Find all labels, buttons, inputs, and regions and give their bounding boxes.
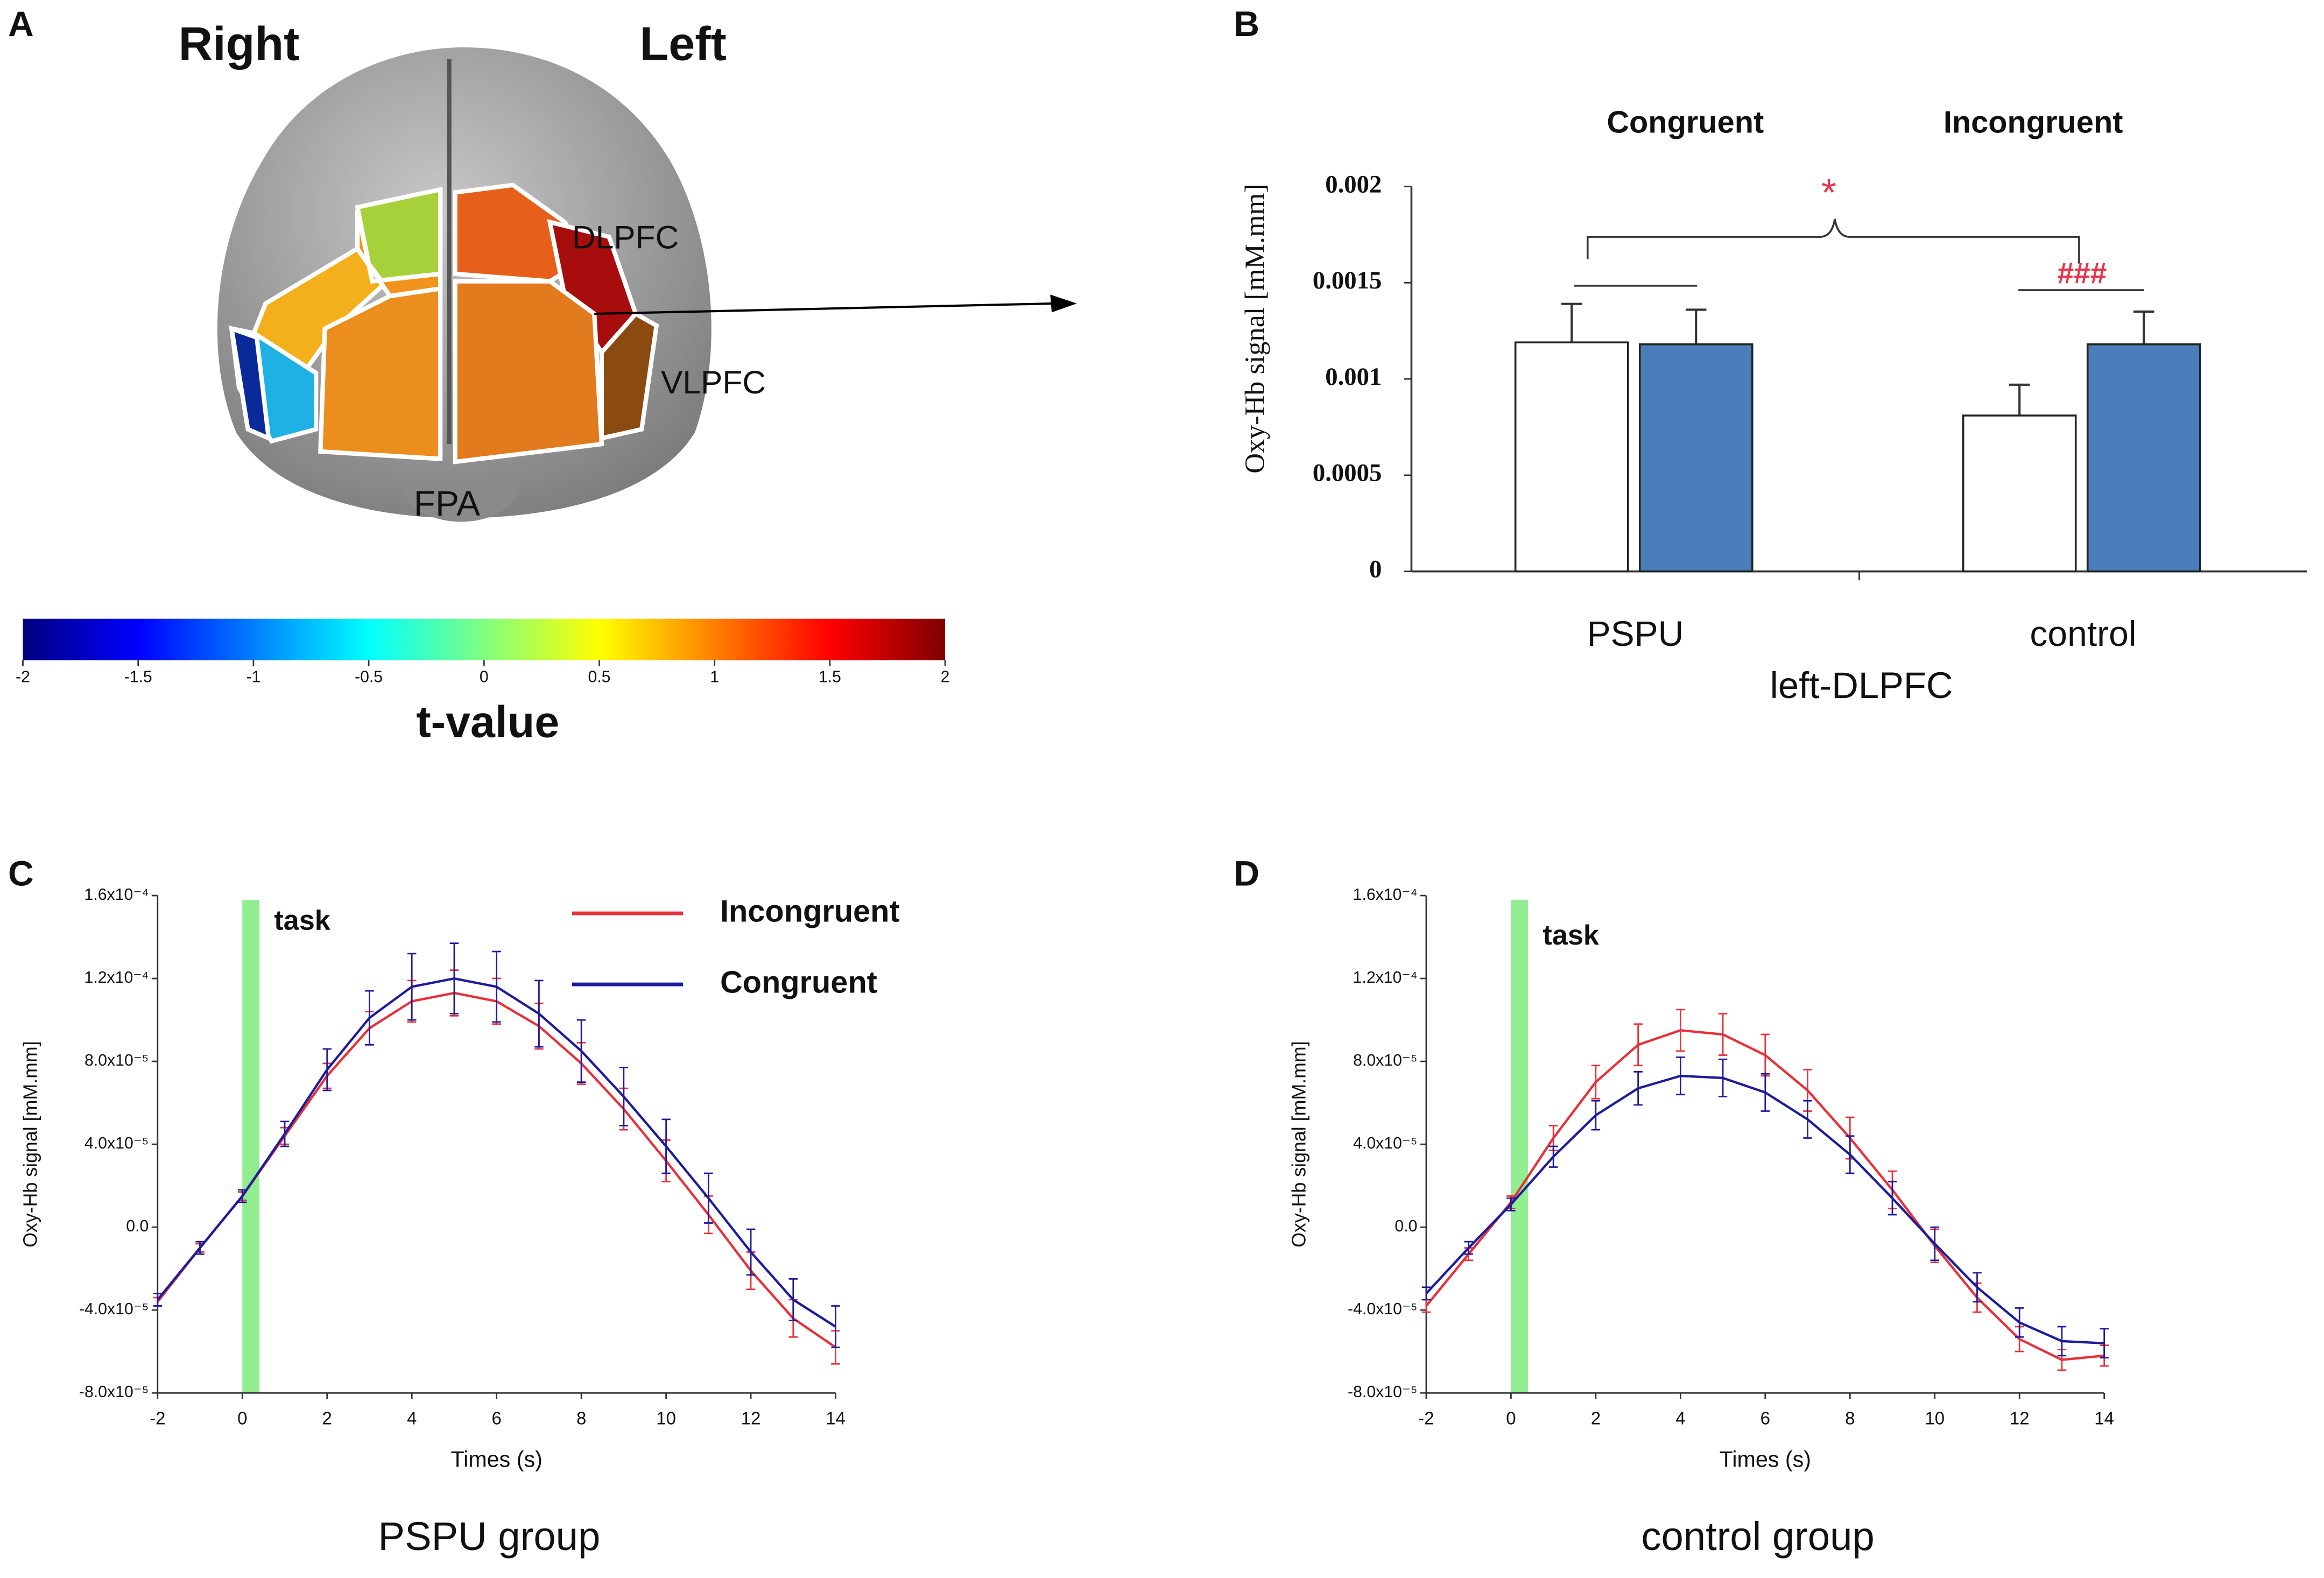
- bar: [1514, 341, 1629, 573]
- colorbar-tick-label: 1: [710, 668, 719, 686]
- y-tick-label: 1.6x10⁻⁴: [1353, 886, 1418, 904]
- caption: PSPU group: [378, 1514, 601, 1559]
- x-axis-label: Times (s): [451, 1447, 543, 1472]
- x-tick-label: 4: [1675, 1408, 1685, 1428]
- y-tick-label: 0.0005: [1313, 459, 1382, 487]
- panel-letter: D: [1234, 854, 1259, 893]
- panel-letter: B: [1234, 4, 1259, 44]
- bar: [1638, 343, 1753, 573]
- y-tick-label: 1.2x10⁻⁴: [84, 969, 149, 987]
- colorbar-tick-label: 0: [480, 668, 489, 686]
- y-axis-label: Oxy-Hb signal [mM.mm]: [19, 1041, 41, 1247]
- region-label: DLPFC: [572, 219, 679, 256]
- y-tick-label: 0.002: [1325, 170, 1382, 198]
- x-tick-label: -2: [150, 1408, 165, 1428]
- y-tick-label: 8.0x10⁻⁵: [1353, 1052, 1417, 1069]
- panel-letter: C: [8, 854, 34, 893]
- colorbar-tick-label: -2: [16, 668, 30, 686]
- task-label: task: [274, 905, 331, 936]
- legend-label: Congruent: [720, 965, 877, 999]
- x-tick-label: 10: [1925, 1408, 1945, 1428]
- task-bar: [242, 900, 259, 1393]
- group-label: Incongruent: [1943, 105, 2123, 139]
- region-label: FPA: [414, 483, 480, 523]
- x-axis-label: Times (s): [1720, 1447, 1811, 1472]
- group-label: Congruent: [1607, 105, 1764, 139]
- colorbar-label: t-value: [416, 698, 559, 747]
- x-tick-label: 12: [2010, 1408, 2030, 1428]
- panel-letter: A: [8, 4, 34, 44]
- task-bar: [1511, 900, 1528, 1393]
- y-tick-label: 0.001: [1325, 363, 1382, 391]
- y-tick-label: -4.0x10⁻⁵: [79, 1300, 149, 1318]
- colorbar-tick-label: 1.5: [819, 668, 841, 686]
- x-tick-label: control: [2030, 614, 2136, 653]
- legend-label: Incongruent: [720, 894, 900, 928]
- y-tick-label: 0.0015: [1313, 266, 1382, 294]
- y-tick-label: 0: [1369, 555, 1382, 583]
- colorbar-tick-label: -0.5: [355, 668, 383, 686]
- y-tick-label: 4.0x10⁻⁵: [1353, 1135, 1417, 1152]
- x-tick-label: 0: [1506, 1408, 1516, 1428]
- y-tick-label: -8.0x10⁻⁵: [1348, 1383, 1417, 1401]
- x-tick-label: 4: [407, 1408, 417, 1428]
- x-tick-label: 0: [237, 1408, 247, 1428]
- x-tick-label: PSPU: [1587, 614, 1684, 653]
- x-tick-label: 8: [576, 1408, 586, 1428]
- y-tick-label: 0.0: [126, 1217, 149, 1235]
- colorbar-tick-label: -1: [246, 668, 260, 686]
- colorbar-tick-label: 0.5: [588, 668, 610, 686]
- line: [1425, 1074, 2104, 1344]
- colorbar: [23, 618, 946, 660]
- region-label: VLPFC: [661, 364, 766, 400]
- significance: *: [1821, 171, 1836, 214]
- x-tick-label: 14: [2094, 1408, 2114, 1428]
- colorbar-tick-label: 2: [941, 668, 950, 686]
- hemisphere-label: Right: [179, 17, 300, 70]
- x-tick-label: 10: [656, 1408, 676, 1428]
- line: [157, 977, 836, 1328]
- x-tick-label: 6: [1760, 1408, 1770, 1428]
- bracket: [1574, 219, 2144, 291]
- brain: [217, 47, 1077, 522]
- line: [1425, 1029, 2104, 1361]
- x-tick-label: 12: [741, 1408, 761, 1428]
- colorbar-tick-label: -1.5: [124, 668, 152, 686]
- x-axis-label: left-DLPFC: [1770, 665, 1953, 706]
- y-tick-label: 1.6x10⁻⁴: [84, 886, 149, 904]
- x-tick-label: 2: [1591, 1408, 1601, 1428]
- y-tick-label: -4.0x10⁻⁵: [1348, 1300, 1417, 1318]
- y-axis-label: Oxy-Hb signal [mM.mm]: [1288, 1041, 1310, 1247]
- x-tick-label: -2: [1418, 1408, 1434, 1428]
- hemisphere-label: Left: [640, 17, 727, 70]
- y-tick-label: 4.0x10⁻⁵: [84, 1135, 149, 1152]
- y-tick-label: 1.2x10⁻⁴: [1353, 969, 1418, 987]
- x-tick-label: 6: [491, 1408, 501, 1428]
- x-tick-label: 14: [826, 1408, 846, 1428]
- y-axis-label: Oxy-Hb signal [mM.mm]: [1239, 184, 1270, 473]
- x-tick-label: 8: [1845, 1408, 1855, 1428]
- x-tick-label: 2: [322, 1408, 332, 1428]
- caption: control group: [1641, 1514, 1874, 1559]
- y-tick-label: 0.0: [1395, 1217, 1417, 1235]
- bar: [1962, 414, 2077, 573]
- significance: ###: [2058, 256, 2107, 290]
- y-tick-label: -8.0x10⁻⁵: [79, 1383, 149, 1401]
- task-label: task: [1543, 920, 1600, 951]
- bar: [2086, 343, 2201, 573]
- y-tick-label: 8.0x10⁻⁵: [84, 1052, 149, 1069]
